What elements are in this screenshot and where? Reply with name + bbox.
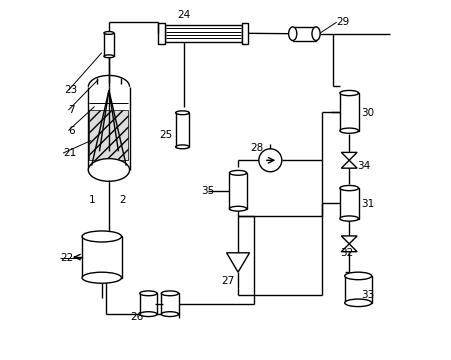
Ellipse shape	[230, 170, 247, 175]
Ellipse shape	[88, 159, 129, 181]
Text: 29: 29	[336, 17, 350, 27]
Bar	[230, 173, 247, 209]
Circle shape	[259, 149, 282, 172]
Bar	[89, 110, 129, 160]
Text: 33: 33	[361, 291, 374, 301]
Bar	[340, 188, 359, 219]
Text: 26: 26	[130, 312, 144, 322]
Bar	[242, 23, 248, 44]
Polygon shape	[226, 253, 249, 272]
Text: 35: 35	[201, 186, 214, 196]
Text: 32: 32	[340, 248, 354, 258]
Ellipse shape	[289, 27, 297, 41]
Text: 25: 25	[160, 130, 173, 140]
Ellipse shape	[312, 27, 320, 41]
Polygon shape	[341, 152, 357, 160]
Polygon shape	[341, 244, 357, 252]
Text: 34: 34	[358, 161, 371, 171]
Text: 31: 31	[361, 199, 374, 210]
Bar	[161, 293, 179, 314]
Text: 6: 6	[69, 126, 75, 135]
Text: 22: 22	[60, 253, 73, 263]
Polygon shape	[341, 236, 357, 244]
Ellipse shape	[140, 291, 157, 296]
Bar	[175, 113, 189, 147]
Text: 2: 2	[120, 195, 126, 205]
Ellipse shape	[104, 32, 114, 34]
Ellipse shape	[340, 90, 359, 96]
Ellipse shape	[175, 111, 189, 115]
Ellipse shape	[82, 231, 121, 242]
Text: 7: 7	[69, 105, 75, 115]
Bar	[82, 237, 121, 278]
Polygon shape	[341, 160, 357, 168]
Ellipse shape	[140, 312, 157, 316]
Bar	[340, 93, 359, 131]
Ellipse shape	[340, 128, 359, 133]
Ellipse shape	[175, 145, 189, 149]
Text: 28: 28	[250, 143, 263, 153]
Text: 27: 27	[221, 276, 235, 286]
Text: 30: 30	[361, 108, 374, 118]
Ellipse shape	[161, 291, 179, 296]
Text: 21: 21	[63, 148, 76, 158]
Ellipse shape	[340, 216, 359, 221]
Ellipse shape	[345, 299, 372, 307]
Text: 1: 1	[88, 195, 95, 205]
Text: 23: 23	[64, 85, 78, 95]
Bar	[104, 33, 114, 56]
Bar	[345, 276, 372, 303]
Ellipse shape	[82, 272, 121, 283]
Text: 24: 24	[177, 10, 190, 20]
Bar	[158, 23, 165, 44]
Bar	[293, 27, 316, 41]
Bar	[165, 25, 242, 42]
Ellipse shape	[161, 312, 179, 316]
Ellipse shape	[345, 272, 372, 280]
Ellipse shape	[340, 185, 359, 191]
Bar	[140, 293, 157, 314]
Ellipse shape	[104, 55, 114, 58]
Ellipse shape	[230, 206, 247, 211]
